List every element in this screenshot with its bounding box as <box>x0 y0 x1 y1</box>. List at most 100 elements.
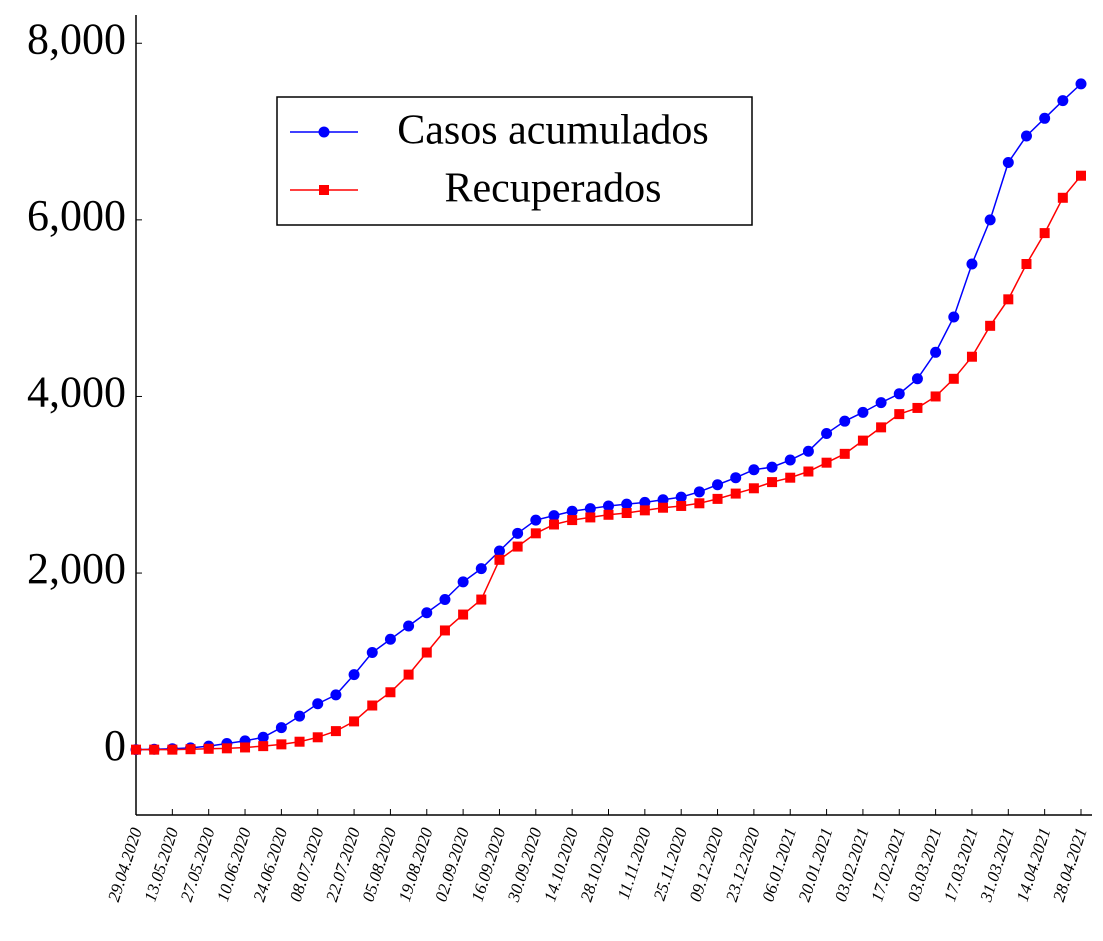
data-point <box>530 514 542 526</box>
x-tick-label: 30.09.2020 <box>504 825 546 905</box>
x-tick-label: 03.03.2021 <box>904 825 946 904</box>
data-point <box>385 687 396 698</box>
data-point <box>1002 156 1014 168</box>
data-point <box>330 689 342 701</box>
data-point <box>167 744 178 755</box>
data-point <box>476 594 487 605</box>
data-point <box>384 633 396 645</box>
data-point <box>603 500 614 512</box>
legend-marker <box>318 126 330 138</box>
x-tick-label: 31.03.2021 <box>976 825 1018 905</box>
data-point <box>803 466 814 477</box>
data-point <box>730 488 741 499</box>
data-point <box>439 625 450 636</box>
data-point <box>894 409 905 420</box>
data-point <box>784 454 796 466</box>
data-point <box>185 744 196 755</box>
legend-label: Recuperados <box>445 166 662 212</box>
data-point <box>712 479 724 491</box>
data-point <box>802 445 814 457</box>
x-tick-label: 09.12.2020 <box>686 825 728 904</box>
data-point <box>548 510 560 522</box>
x-tick-label: 14.04.2021 <box>1013 825 1055 904</box>
series-line <box>136 175 1082 751</box>
data-point <box>966 351 977 362</box>
x-tick-label: 28.04.2021 <box>1049 825 1091 904</box>
data-point <box>839 415 851 427</box>
x-tick-label: 03.02.2021 <box>831 825 873 904</box>
data-point <box>512 527 524 539</box>
y-tick-label: 0 <box>104 721 126 770</box>
data-point <box>821 428 833 440</box>
x-tick-label: 23.12.2020 <box>722 825 764 904</box>
data-point <box>366 647 378 659</box>
data-point <box>1057 192 1068 203</box>
data-point <box>948 373 959 384</box>
data-point <box>512 541 523 552</box>
data-point <box>457 576 469 588</box>
data-point <box>1057 95 1069 107</box>
x-tick-label: 05.08.2020 <box>359 825 401 904</box>
data-point <box>349 716 360 727</box>
x-tick-label: 20.01.2021 <box>795 825 837 904</box>
legend-label: Casos acumulados <box>397 108 708 154</box>
data-point <box>458 609 469 620</box>
data-point <box>621 508 632 519</box>
data-point <box>475 563 487 575</box>
x-tick-label: 28.10.2020 <box>577 825 619 904</box>
data-point <box>548 519 559 530</box>
data-point <box>785 472 796 483</box>
x-tick-label: 16.09.2020 <box>468 825 510 904</box>
data-point <box>566 505 578 517</box>
data-point <box>585 512 596 523</box>
data-point <box>348 669 360 681</box>
y-tick-label: 4,000 <box>27 368 126 417</box>
data-point <box>149 744 160 755</box>
y-tick-label: 8,000 <box>27 14 126 63</box>
data-point <box>1039 112 1051 124</box>
x-tick-label: 24.06.2020 <box>249 825 291 904</box>
data-point <box>294 736 305 747</box>
data-point <box>839 448 850 459</box>
data-point <box>530 528 541 539</box>
data-point <box>912 402 923 413</box>
data-point <box>330 726 341 737</box>
data-point <box>657 494 669 506</box>
data-point <box>257 731 269 743</box>
data-point <box>494 554 505 565</box>
data-point <box>403 669 414 680</box>
x-tick-label: 19.08.2020 <box>395 825 437 904</box>
data-point <box>221 743 232 754</box>
x-tick-label: 13.05.2020 <box>140 825 182 904</box>
data-point <box>675 491 687 503</box>
data-point <box>911 373 923 385</box>
data-point <box>1075 78 1087 90</box>
data-point <box>712 493 723 504</box>
x-tick-label: 14.10.2020 <box>540 825 582 904</box>
data-point <box>312 698 324 710</box>
data-point <box>857 435 868 446</box>
data-point <box>1076 170 1086 181</box>
x-tick-label: 27.05.2020 <box>177 825 219 904</box>
data-point <box>275 722 287 734</box>
data-point <box>821 457 832 468</box>
data-point <box>639 496 651 508</box>
data-point <box>567 515 578 526</box>
x-tick-label: 22.07.2020 <box>322 825 364 904</box>
legend-box <box>276 96 753 226</box>
data-point <box>930 391 941 402</box>
data-point <box>493 545 505 557</box>
data-point <box>276 739 287 750</box>
y-tick-label: 6,000 <box>27 191 126 240</box>
data-point <box>748 483 759 494</box>
x-tick-label: 17.03.2021 <box>940 825 982 904</box>
data-point <box>621 498 633 510</box>
x-tick-label: 08.07.2020 <box>286 825 328 904</box>
data-point <box>1039 228 1050 239</box>
data-point <box>1003 294 1014 305</box>
data-point <box>1020 130 1032 142</box>
legend: Casos acumulados Recuperados <box>276 96 753 226</box>
legend-marker <box>319 185 329 195</box>
x-tick-label: 29.04.2020 <box>104 825 146 904</box>
